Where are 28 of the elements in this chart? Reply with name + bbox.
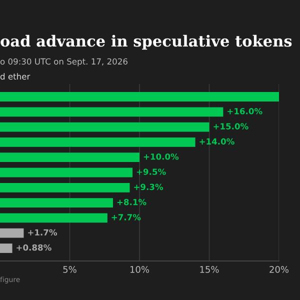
bar	[0, 92, 279, 102]
x-tick-label: 10%	[130, 266, 150, 273]
bar	[0, 213, 108, 223]
bar	[0, 122, 210, 132]
x-tick-label: 5%	[63, 266, 76, 273]
text: d ether	[0, 73, 30, 80]
data-label: +16.0%	[228, 108, 262, 114]
data-label: +8.1%	[117, 198, 146, 206]
data-label: +10.0%	[144, 153, 179, 160]
data-label: +9.5%	[136, 168, 166, 175]
bar	[0, 168, 133, 178]
data-label: +9.3%	[134, 184, 164, 190]
bar	[0, 198, 113, 208]
chart-subtitle: o 09:30 UTC on Sept. 17, 2026	[0, 58, 128, 66]
x-tick-label: 20%	[270, 266, 289, 273]
bar	[0, 228, 24, 238]
x-tick-label: 15%	[200, 266, 219, 273]
data-label: +0.88%	[16, 244, 52, 251]
data-label: +7.7%	[112, 214, 141, 220]
bar	[0, 244, 12, 253]
data-label: +1.7%	[28, 229, 58, 236]
data-label: +14.0%	[200, 138, 234, 145]
bar	[0, 152, 140, 162]
chart-title: oad advance in speculative tokens	[0, 34, 292, 50]
data-label: +15.0%	[214, 123, 248, 130]
bar	[0, 138, 196, 147]
bar	[0, 107, 224, 117]
bar	[0, 182, 130, 192]
